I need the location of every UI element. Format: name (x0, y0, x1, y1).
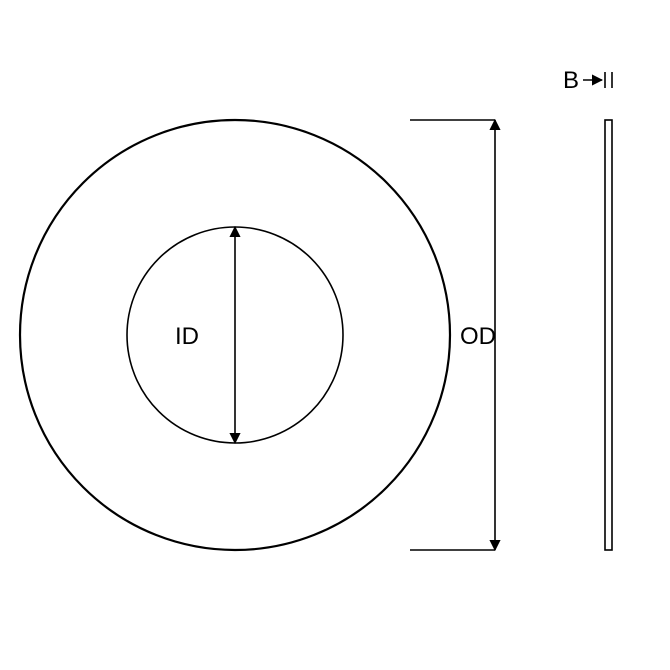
b-label: B (563, 67, 579, 94)
od-label: OD (460, 323, 496, 350)
washer-side-view (605, 120, 612, 550)
id-label: ID (175, 323, 199, 350)
